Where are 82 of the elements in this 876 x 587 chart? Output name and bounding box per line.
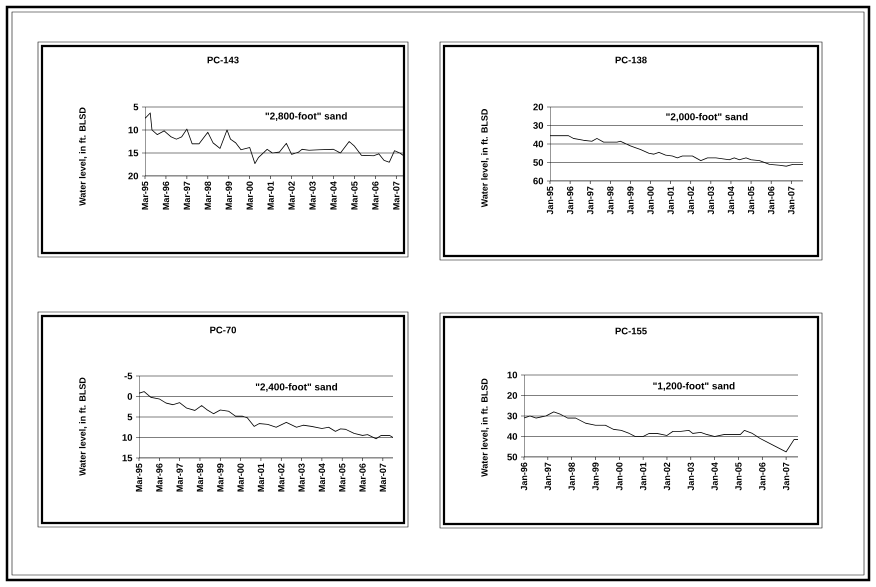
x-tick-label: Jan-99: [592, 462, 599, 490]
y-tick-label: 40: [533, 140, 544, 148]
x-tick-label: Mar-03: [298, 464, 305, 492]
x-tick-label: Jan-95: [546, 186, 554, 214]
y-tick-label: -5: [124, 372, 132, 380]
x-tick-label: Jan-98: [568, 462, 575, 490]
x-tick-label: Jan-05: [748, 186, 754, 214]
y-tick-label: 50: [507, 454, 518, 460]
x-tick-label: Mar-07: [393, 182, 400, 210]
x-tick-label: Mar-07: [380, 464, 386, 492]
x-tick-label: Mar-97: [176, 464, 183, 492]
y-tick-label: 5: [128, 414, 132, 420]
y-tick-label: 60: [533, 178, 544, 184]
x-tick-label: Mar-00: [237, 464, 244, 492]
y-tick-label: 10: [128, 126, 138, 134]
x-tick-label: Jan-96: [520, 462, 528, 490]
annotation: "2,400-foot" sand: [256, 383, 338, 392]
x-tick-label: Mar-06: [372, 182, 379, 210]
y-tick-label: 15: [128, 150, 138, 156]
x-tick-label: Jan-03: [708, 186, 714, 214]
chart-title: PC-155: [616, 328, 647, 334]
x-tick-label: Mar-02: [278, 464, 284, 492]
x-tick-label: Jan-00: [616, 462, 622, 490]
x-tick-label: Mar-02: [288, 182, 295, 210]
y-axis-title: Water level, in ft. BLSD: [481, 109, 489, 208]
x-tick-label: Mar-05: [351, 181, 358, 210]
x-tick-label: Mar-95: [136, 463, 142, 492]
x-tick-label: Mar-98: [204, 181, 211, 210]
x-tick-label: Jan-01: [640, 462, 646, 490]
x-tick-label: Jan-02: [664, 462, 670, 490]
x-tick-label: Jan-99: [627, 186, 634, 214]
x-tick-label: Mar-04: [318, 463, 326, 492]
x-tick-label: Jan-06: [768, 186, 774, 214]
x-tick-label: Mar-96: [162, 182, 170, 210]
y-tick-label: 20: [533, 104, 544, 110]
x-tick-label: Mar-03: [309, 182, 316, 210]
x-tick-label: Mar-99: [226, 182, 232, 210]
y-tick-label: 30: [533, 122, 544, 129]
x-tick-label: Jan-97: [544, 462, 552, 490]
y-tick-label: 20: [128, 172, 138, 180]
y-tick-label: 10: [508, 372, 518, 378]
y-tick-label: 30: [507, 412, 518, 420]
y-axis-title: Water level, in ft. BLSD: [481, 378, 489, 477]
x-tick-label: Mar-99: [217, 464, 224, 492]
x-tick-label: Mar-97: [184, 182, 190, 210]
y-tick-label: 40: [507, 433, 518, 440]
y-tick-label: 0: [128, 393, 132, 400]
x-tick-label: Jan-04: [728, 186, 734, 214]
x-tick-label: Mar-95: [142, 181, 148, 210]
x-tick-label: Jan-02: [688, 186, 694, 214]
x-tick-label: Jan-05: [735, 462, 742, 490]
y-tick-label: 5: [134, 104, 138, 110]
annotation: "2,800-foot" sand: [266, 112, 347, 122]
x-tick-label: Jan-01: [667, 186, 674, 214]
x-tick-label: Jan-97: [587, 186, 594, 214]
x-tick-label: Mar-01: [258, 463, 264, 492]
chart-title: PC-138: [616, 56, 647, 64]
x-tick-label: Mar-98: [196, 463, 204, 492]
chart-title: PC-143: [208, 56, 239, 64]
x-tick-label: Mar-05: [339, 463, 346, 492]
x-tick-label: Jan-00: [647, 186, 654, 214]
chart-title: PC-70: [210, 326, 236, 334]
annotation: "2,000-foot" sand: [666, 112, 748, 122]
x-tick-label: Mar-00: [246, 182, 253, 210]
y-axis-title: Water level, in ft. BLSD: [79, 378, 87, 476]
x-tick-label: Mar-01: [267, 181, 274, 210]
x-tick-label: Jan-07: [782, 462, 790, 490]
x-tick-label: Mar-04: [330, 181, 337, 210]
x-tick-label: Jan-07: [788, 186, 794, 214]
y-axis-title: Water level, in ft. BLSD: [79, 108, 87, 206]
x-tick-label: Jan-96: [566, 186, 574, 214]
y-tick-label: 50: [533, 159, 544, 166]
x-tick-label: Mar-06: [359, 464, 366, 492]
x-tick-label: Mar-96: [156, 464, 163, 492]
x-tick-label: Jan-98: [607, 186, 614, 214]
y-tick-label: 15: [122, 454, 132, 462]
x-tick-label: Jan-06: [759, 462, 766, 490]
y-tick-label: 10: [122, 434, 132, 441]
annotation: "1,200-foot" sand: [653, 382, 734, 391]
x-tick-label: Jan-04: [711, 462, 718, 490]
x-tick-label: Jan-03: [688, 462, 694, 490]
y-tick-label: 20: [507, 392, 518, 399]
